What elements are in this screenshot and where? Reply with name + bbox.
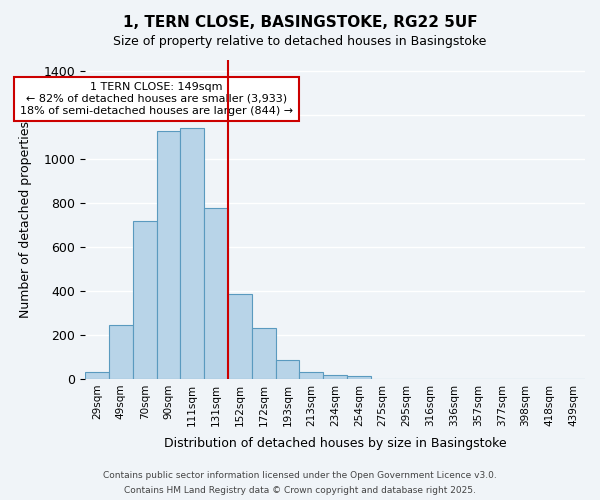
Bar <box>157 132 181 379</box>
Y-axis label: Number of detached properties: Number of detached properties <box>19 121 32 318</box>
Bar <box>109 325 133 379</box>
Bar <box>228 294 252 379</box>
Bar <box>347 376 371 379</box>
Bar <box>275 360 299 379</box>
Bar <box>323 374 347 379</box>
Bar <box>252 328 275 379</box>
Bar <box>299 372 323 379</box>
Bar <box>133 220 157 379</box>
Text: Contains HM Land Registry data © Crown copyright and database right 2025.: Contains HM Land Registry data © Crown c… <box>124 486 476 495</box>
Bar <box>181 128 204 379</box>
Bar <box>85 372 109 379</box>
Text: 1 TERN CLOSE: 149sqm
← 82% of detached houses are smaller (3,933)
18% of semi-de: 1 TERN CLOSE: 149sqm ← 82% of detached h… <box>20 82 293 116</box>
Text: 1, TERN CLOSE, BASINGSTOKE, RG22 5UF: 1, TERN CLOSE, BASINGSTOKE, RG22 5UF <box>122 15 478 30</box>
Text: Contains public sector information licensed under the Open Government Licence v3: Contains public sector information licen… <box>103 471 497 480</box>
Bar <box>204 208 228 379</box>
Text: Size of property relative to detached houses in Basingstoke: Size of property relative to detached ho… <box>113 35 487 48</box>
X-axis label: Distribution of detached houses by size in Basingstoke: Distribution of detached houses by size … <box>164 437 506 450</box>
